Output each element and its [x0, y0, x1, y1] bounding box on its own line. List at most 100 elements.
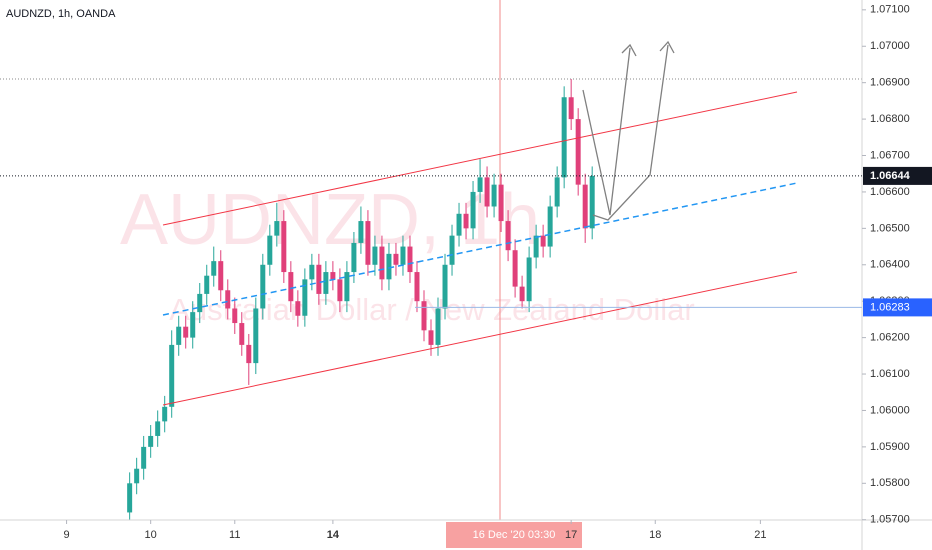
candle-body	[547, 206, 553, 247]
candle-body	[575, 119, 581, 185]
chart-title: AUDNZD, 1h, OANDA	[6, 8, 116, 20]
candle-body	[176, 326, 182, 345]
y-tick-label: 1.06700	[870, 149, 910, 161]
candle-body	[239, 323, 245, 345]
y-tick-label: 1.05700	[870, 514, 910, 526]
y-tick-label: 1.06900	[870, 77, 910, 89]
candle-body	[190, 312, 196, 338]
candle-body	[442, 264, 448, 309]
candle-body	[218, 261, 224, 291]
candle-body	[463, 213, 469, 229]
candle-body	[351, 242, 357, 273]
candle-body	[358, 221, 364, 243]
drawings	[162, 40, 798, 406]
candle-body	[449, 235, 455, 265]
candle-body	[295, 301, 301, 316]
candle-body	[435, 308, 441, 345]
x-tick-label: 9	[64, 529, 70, 541]
candle-body	[470, 191, 476, 229]
candle-body	[505, 221, 511, 251]
candle-body	[148, 435, 154, 447]
candle-body	[589, 175, 595, 229]
candle-body	[337, 279, 343, 302]
arrow-path	[592, 44, 669, 221]
x-tick-label: 18	[649, 529, 661, 541]
y-tick-label: 1.05900	[870, 441, 910, 453]
candle-body	[274, 221, 280, 236]
candle-body	[169, 344, 175, 407]
x-tick-label: 14	[327, 529, 340, 541]
level-box	[863, 298, 932, 317]
watermark: AUDNZD, 1h	[120, 180, 540, 260]
candle-body	[512, 250, 518, 287]
candle-body	[204, 275, 210, 294]
y-tick-label: 1.06100	[870, 368, 910, 380]
candle-body	[393, 253, 399, 265]
arrow-path	[582, 47, 631, 216]
channel-mid	[162, 182, 798, 316]
candle-body	[197, 293, 203, 313]
candle-body	[309, 264, 315, 280]
candle-body	[183, 326, 189, 338]
y-tick-label: 1.06400	[870, 259, 910, 271]
candle-body	[519, 286, 525, 302]
candle-body	[211, 261, 217, 276]
price-box	[863, 166, 932, 185]
level-label: 1.06283	[870, 301, 910, 313]
candle-body	[323, 272, 329, 294]
candle-body	[267, 235, 273, 265]
candle-body	[386, 253, 392, 280]
candle-body	[246, 344, 252, 364]
candle-body	[379, 246, 385, 280]
candle-body	[316, 264, 322, 294]
candle-body	[400, 246, 406, 265]
candle-body	[288, 272, 294, 302]
candle-body	[372, 246, 378, 265]
crosshair-box	[446, 522, 582, 548]
candle-body	[365, 221, 371, 265]
y-tick-label: 1.05800	[870, 477, 910, 489]
candle-body	[330, 272, 336, 280]
candle-body	[484, 177, 490, 207]
x-tick-label: 10	[145, 529, 157, 541]
candle-body	[225, 290, 231, 309]
candle-body	[456, 213, 462, 236]
x-tick-label: 17	[565, 529, 577, 541]
candle-body	[407, 246, 413, 273]
candle-body	[232, 308, 238, 324]
candle-body	[281, 221, 287, 273]
candle-body	[561, 97, 567, 178]
candle-body	[134, 468, 140, 484]
candle-body	[344, 272, 350, 302]
candle-body	[302, 279, 308, 316]
candle-body	[540, 235, 546, 247]
candle-body	[498, 184, 504, 222]
arrow-head	[659, 40, 675, 54]
candle-body	[414, 272, 420, 302]
y-tick-label: 1.07100	[870, 4, 910, 16]
candle-body	[554, 177, 560, 207]
channel-upper	[162, 91, 798, 226]
candle-body	[477, 177, 483, 192]
candle-body	[582, 184, 588, 229]
crosshair-label: 16 Dec '20 03:30	[473, 529, 556, 541]
candle-body	[526, 257, 532, 302]
plot	[0, 78, 862, 520]
candle-body	[253, 308, 259, 364]
x-tick-label: 11	[229, 529, 240, 541]
x-tick-label: 21	[754, 529, 766, 541]
candle-body	[491, 184, 497, 207]
channel-lower	[162, 271, 798, 406]
y-tick-label: 1.06500	[870, 222, 910, 234]
arrow-head	[621, 43, 637, 57]
y-tick-label: 1.06200	[870, 332, 910, 344]
candle-body	[162, 406, 168, 422]
y-tick-label: 1.07000	[870, 40, 910, 52]
y-tick-label: 1.06800	[870, 113, 910, 125]
candle-body	[260, 264, 266, 309]
candle-body	[568, 97, 574, 120]
candle-body	[428, 330, 434, 345]
y-tick-label: 1.06600	[870, 186, 910, 198]
